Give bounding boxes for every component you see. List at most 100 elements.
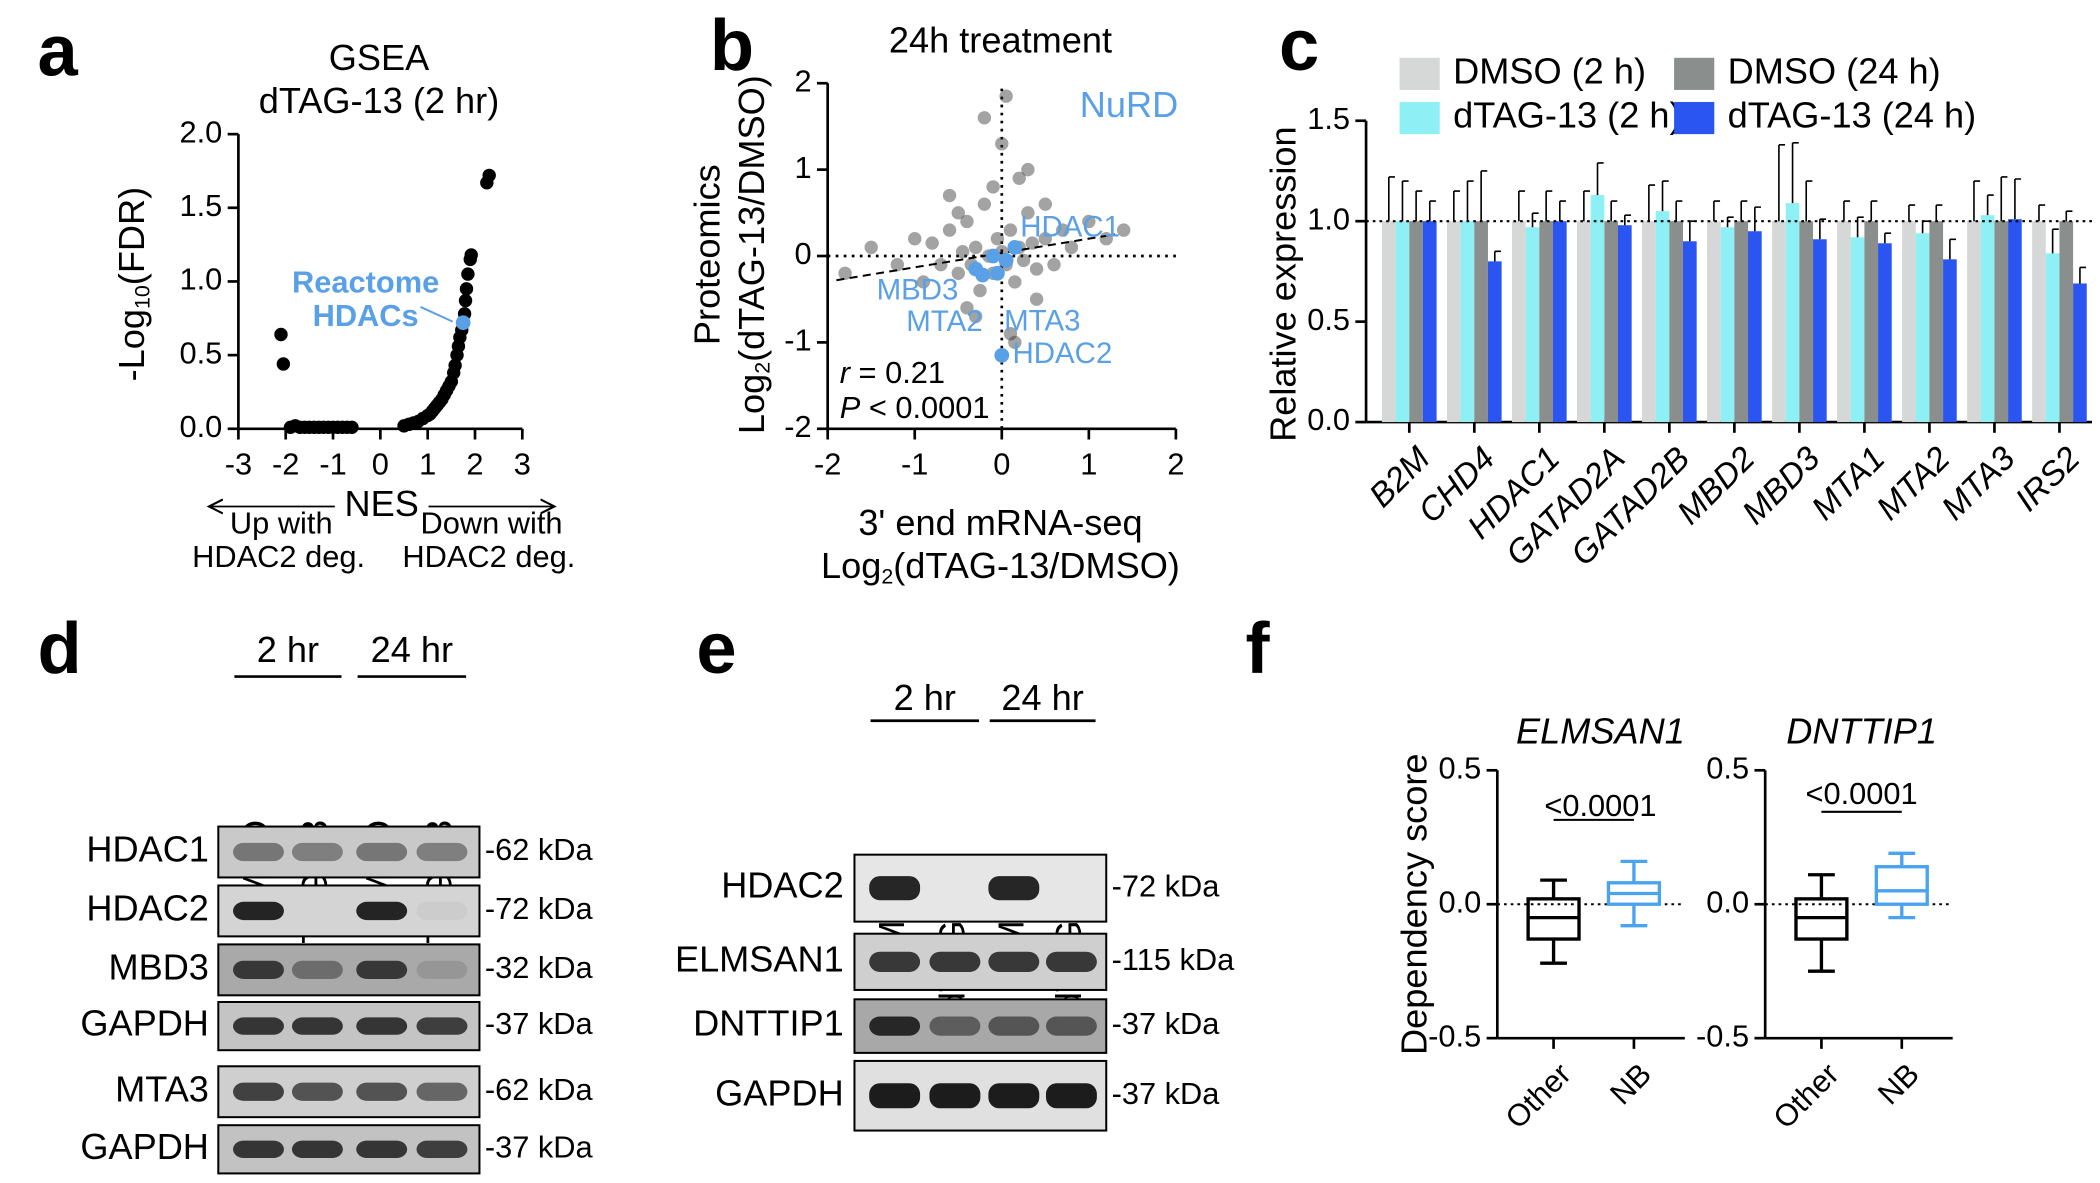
legend-label: dTAG-13 (24 h) — [1728, 95, 1977, 136]
stat-text: r = 0.21 — [840, 355, 945, 390]
highlight-point — [990, 265, 1005, 281]
bar — [1943, 259, 1957, 423]
x-tick-label: -1 — [901, 446, 928, 481]
point — [1008, 335, 1022, 350]
blot-band — [291, 1140, 343, 1158]
point — [990, 232, 1005, 246]
bar — [1669, 221, 1684, 423]
bar — [1994, 221, 2009, 423]
legend-label: DMSO (24 h) — [1728, 50, 1941, 91]
point — [925, 236, 939, 250]
row-label: ELMSAN1 — [675, 938, 844, 979]
bar — [1617, 225, 1632, 423]
bar — [1381, 221, 1396, 423]
x-tick-label: -2 — [272, 446, 299, 481]
annotation: HDAC2 deg. — [192, 539, 365, 574]
error-bar — [1689, 220, 1696, 242]
size-label: -37 kDa — [485, 1006, 594, 1041]
bar — [1707, 221, 1721, 423]
row-label: DNTTIP1 — [693, 1003, 844, 1044]
x-axis-label-sub: 2 — [881, 564, 893, 588]
size-label: -62 kDa — [485, 1072, 594, 1107]
bar — [2045, 253, 2060, 423]
stat-text: P < 0.0001 — [840, 390, 990, 425]
blot-band — [416, 960, 468, 980]
point — [1038, 197, 1053, 211]
blot-band — [233, 901, 284, 921]
y-tick-label: 0.5 — [1307, 302, 1350, 337]
fit-line — [836, 233, 1116, 282]
blot-band — [869, 1083, 921, 1109]
blot-band — [416, 842, 468, 862]
point — [461, 267, 475, 281]
error-bar — [2000, 176, 2008, 222]
group-label: 24 hr — [1001, 677, 1083, 718]
error-bar — [1401, 180, 1409, 222]
x-axis-label: 3' end mRNA-seq — [858, 502, 1142, 543]
bar — [1460, 221, 1475, 423]
highlight-label: Reactome — [292, 264, 439, 299]
bar — [1720, 227, 1735, 423]
error-bar — [2065, 210, 2073, 222]
bar — [1864, 221, 1879, 423]
y-tick-label: 2 — [794, 63, 811, 98]
panel-letter: c — [1279, 6, 1319, 86]
chart-title: DNTTIP1 — [1786, 711, 1937, 752]
point — [1021, 162, 1035, 177]
stat-value: < 0.0001 — [860, 390, 989, 425]
x-tick-label: 3 — [514, 446, 531, 481]
error-bar — [1819, 218, 1827, 240]
blot-band — [291, 1017, 343, 1035]
error-bar — [1466, 180, 1474, 222]
blot-band — [356, 1140, 408, 1158]
error-bar — [1518, 190, 1525, 222]
point — [942, 223, 957, 237]
y-tick-label: 1.0 — [1307, 201, 1350, 236]
bar — [1590, 195, 1605, 423]
error-bar — [1480, 170, 1488, 222]
chart-title: ELMSAN1 — [1516, 711, 1685, 752]
error-bar — [1531, 212, 1539, 228]
row-label: GAPDH — [80, 1126, 209, 1167]
bar — [1577, 221, 1591, 423]
error-bar — [1949, 238, 1957, 260]
chart-title: GSEA — [329, 37, 430, 78]
box — [1874, 865, 1929, 906]
x-axis-label: NES — [345, 483, 419, 524]
y-axis-label: Dependency score — [1394, 753, 1435, 1055]
point — [1029, 292, 1044, 306]
bar — [1395, 221, 1410, 423]
error-bar — [1610, 200, 1618, 222]
error-bar — [1740, 200, 1748, 222]
panel-letter: a — [38, 12, 79, 92]
blot-band — [1045, 1083, 1097, 1109]
point — [995, 137, 1009, 151]
error-bar — [1545, 190, 1553, 222]
y-tick-label: 2.0 — [180, 114, 223, 149]
error-bar — [2051, 228, 2059, 254]
blot-band — [291, 1082, 343, 1101]
blot-band — [291, 960, 343, 980]
error-bar — [1843, 200, 1851, 222]
error-bar — [1453, 190, 1460, 222]
point — [274, 327, 288, 342]
highlight-point — [994, 347, 1010, 363]
bar — [2032, 221, 2046, 423]
error-bar — [2014, 178, 2022, 220]
bar — [1837, 221, 1851, 423]
x-tick-label: MTA2 — [1870, 440, 1958, 528]
bar — [1929, 221, 1944, 423]
blot-band — [929, 1083, 981, 1109]
size-label: -37 kDa — [485, 1129, 594, 1164]
y-tick-label: 1.5 — [180, 188, 223, 223]
y-axis-label-part: (FDR) — [110, 187, 151, 285]
point — [968, 309, 983, 324]
blot-band — [988, 1016, 1040, 1036]
bar — [1525, 227, 1540, 423]
point — [999, 89, 1013, 103]
legend-swatch — [1674, 57, 1715, 90]
bar — [1878, 243, 1892, 423]
chart-subtitle: dTAG-13 (2 hr) — [259, 80, 499, 121]
error-bar — [1754, 206, 1761, 232]
